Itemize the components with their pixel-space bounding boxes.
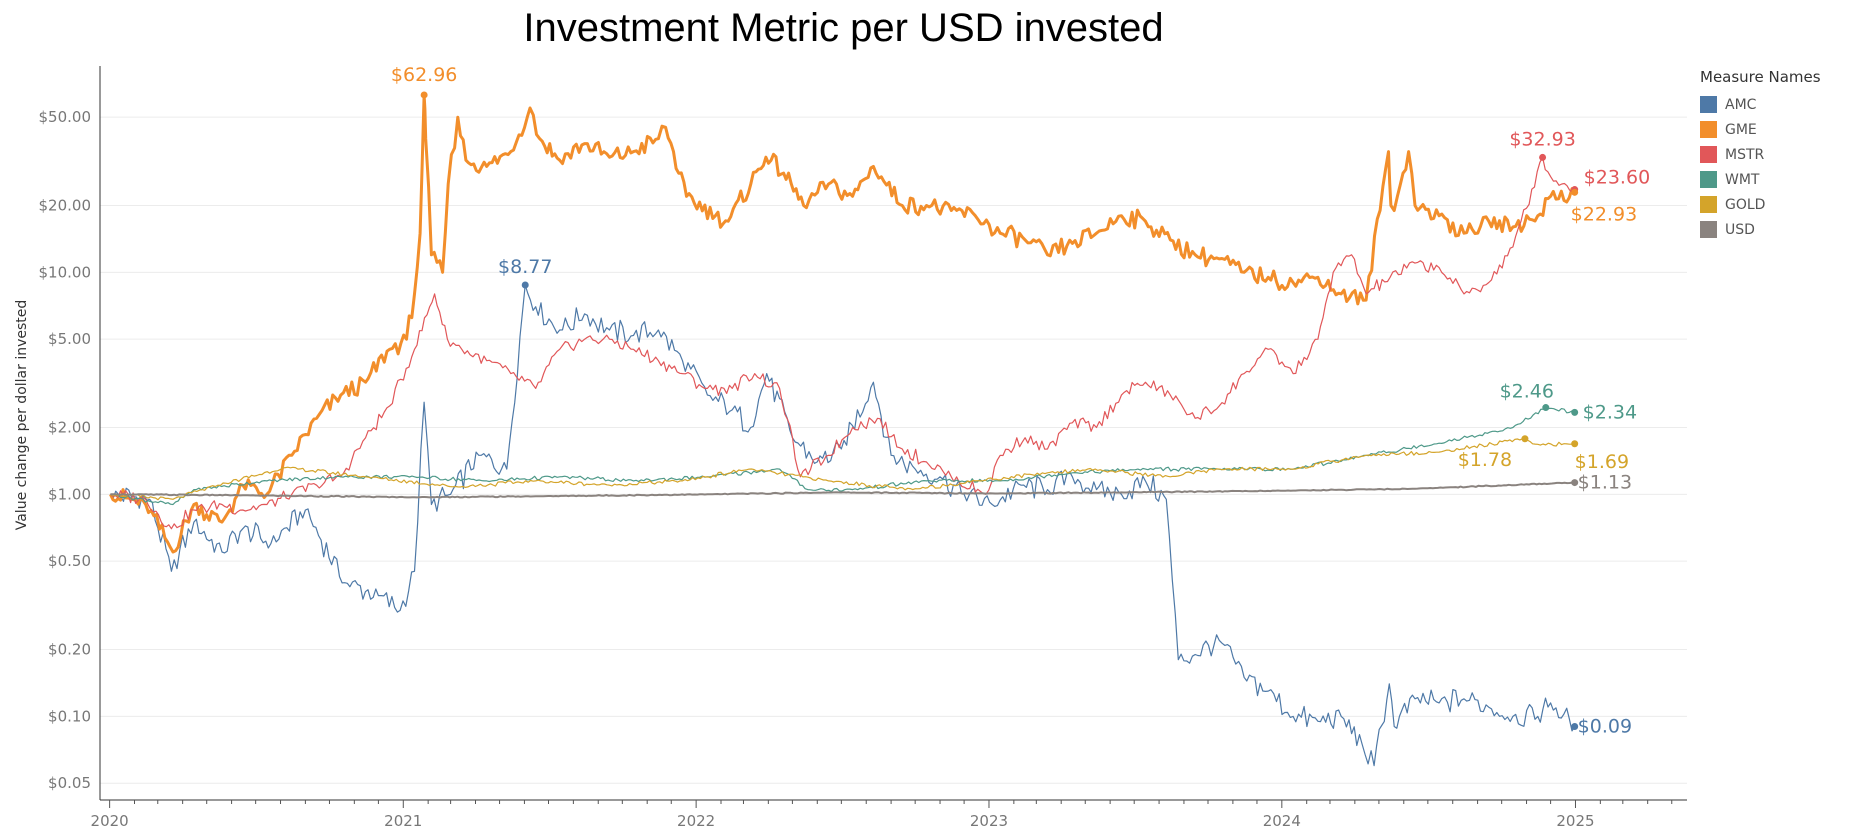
legend-swatch	[1700, 221, 1717, 238]
legend-label: MSTR	[1725, 146, 1765, 163]
data-point-marker	[1571, 723, 1579, 731]
data-point-marker	[521, 281, 529, 289]
legend-label: GOLD	[1725, 196, 1766, 213]
data-point-marker	[1539, 153, 1547, 161]
y-tick-label: $0.05	[48, 774, 91, 792]
legend-item-gme[interactable]: GME	[1700, 117, 1850, 142]
data-label: $62.96	[391, 64, 457, 86]
legend-label: WMT	[1725, 171, 1760, 188]
y-axis-label-group: Value change per dollar invested	[14, 300, 30, 531]
y-tick-label: $50.00	[39, 108, 92, 126]
data-label: $8.77	[498, 256, 552, 278]
data-point-marker	[1542, 404, 1550, 412]
series-line-mstr	[110, 156, 1576, 530]
y-tick-label: $2.00	[48, 419, 91, 437]
series-line-gme	[109, 93, 1576, 554]
y-tick-label: $5.00	[48, 330, 91, 348]
legend-title: Measure Names	[1700, 68, 1821, 86]
chart-title: Investment Metric per USD invested	[523, 6, 1164, 50]
series-line-amc	[109, 284, 1576, 767]
data-label: $2.46	[1500, 381, 1554, 403]
legend-swatch	[1700, 171, 1717, 188]
y-tick-label: $1.00	[48, 485, 91, 503]
legend-items: AMC GME MSTR WMT GOLD USD	[1700, 92, 1850, 242]
legend-swatch	[1700, 196, 1717, 213]
legend-item-mstr[interactable]: MSTR	[1700, 142, 1850, 167]
y-tick-label: $0.50	[48, 552, 91, 570]
legend-item-gold[interactable]: GOLD	[1700, 192, 1850, 217]
y-tick-label: $0.10	[48, 707, 91, 725]
data-label: $0.09	[1578, 716, 1632, 738]
x-tick-label: 2022	[677, 812, 715, 829]
data-point-marker	[1571, 479, 1579, 487]
data-point-marker	[1521, 435, 1529, 443]
legend-swatch	[1700, 121, 1717, 138]
series-line-usd	[110, 481, 1575, 499]
data-label: $1.69	[1575, 451, 1629, 473]
annotations: $62.96 $8.77 $32.93 $23.60 $22.93 $2.46 $2.34 $…	[391, 64, 1650, 738]
x-tick-label: 2023	[970, 812, 1008, 829]
legend: Measure Names AMC GME MSTR WMT GOLD USD	[1700, 68, 1850, 242]
series-line-wmt	[110, 407, 1575, 506]
legend-label: USD	[1725, 221, 1755, 238]
y-tick-label: $0.20	[48, 641, 91, 659]
legend-swatch	[1700, 96, 1717, 113]
legend-label: GME	[1725, 121, 1757, 138]
y-tick-label: $20.00	[39, 197, 92, 215]
x-tick-label: 2025	[1556, 812, 1594, 829]
data-point-marker	[1571, 440, 1579, 448]
series-lines	[109, 93, 1576, 767]
data-label: $32.93	[1509, 128, 1575, 150]
x-tick-label: 2021	[384, 812, 422, 829]
y-tick-label: $10.00	[39, 263, 92, 281]
data-label: $1.13	[1578, 472, 1632, 494]
data-point-marker	[1571, 188, 1579, 196]
gridlines	[100, 116, 1687, 784]
data-point-marker	[1571, 408, 1579, 416]
legend-item-amc[interactable]: AMC	[1700, 92, 1850, 117]
x-tick-label: 2024	[1263, 812, 1301, 829]
data-point-marker	[420, 91, 428, 99]
legend-item-usd[interactable]: USD	[1700, 217, 1850, 242]
data-label: $2.34	[1583, 401, 1637, 423]
y-axis-label: Value change per dollar invested	[14, 300, 30, 531]
series-line-gold	[110, 438, 1575, 501]
axes: $50.00 $20.00 $10.00 $5.00 $2.00 $1.00 $0.50 $0…	[39, 66, 1687, 829]
data-label: $1.78	[1458, 449, 1512, 471]
legend-swatch	[1700, 146, 1717, 163]
data-label: $23.60	[1584, 167, 1650, 189]
legend-item-wmt[interactable]: WMT	[1700, 167, 1850, 192]
x-tick-label: 2020	[91, 812, 129, 829]
legend-label: AMC	[1725, 96, 1757, 113]
data-label: $22.93	[1571, 203, 1637, 225]
